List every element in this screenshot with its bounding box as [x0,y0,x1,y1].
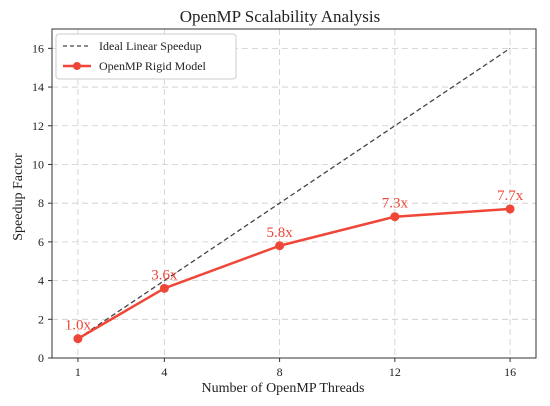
legend: Ideal Linear Speedup OpenMP Rigid Model [55,33,237,80]
series-rigid-point [390,212,400,222]
x-tick-label: 4 [161,365,167,379]
data-label: 3.6x [151,267,178,283]
legend-rigid-label: OpenMP Rigid Model [99,59,207,73]
series-rigid-point [73,334,83,344]
series-rigid-point [275,241,285,251]
x-tick-label: 8 [277,365,283,379]
y-tick-label: 2 [38,312,44,326]
data-label: 5.8x [266,225,293,241]
y-axis-label: Speedup Factor [11,153,26,241]
series-ideal-line [77,47,511,340]
y-tick-label: 8 [38,196,44,210]
plot-frame [51,28,537,359]
x-tick-label: 12 [389,365,401,379]
chart-title: OpenMP Scalability Analysis [180,7,381,26]
series-layer [73,47,515,344]
legend-ideal-label: Ideal Linear Speedup [99,39,202,53]
y-tick-label: 12 [32,119,44,133]
x-tick-label: 1 [75,365,81,379]
series-rigid-point [159,283,169,293]
x-tick-label: 16 [504,365,516,379]
y-tick-label: 0 [38,351,44,365]
y-tick-label: 14 [32,80,44,94]
y-tick-label: 10 [32,157,44,171]
y-tick-label: 6 [38,235,44,249]
x-axis: 1 4 8 12 16 [75,358,516,379]
data-label: 7.3x [382,196,409,212]
legend-rigid-marker [73,62,81,70]
series-rigid-point [505,204,515,214]
y-axis: 0 2 4 6 8 10 12 14 16 [32,41,52,365]
legend-box [55,33,237,80]
y-tick-label: 16 [32,41,44,55]
y-tick-label: 4 [38,274,44,288]
data-label: 7.7x [497,188,524,204]
data-label: 1.0x [65,318,92,334]
x-axis-label: Number of OpenMP Threads [202,381,365,396]
data-labels: 1.0x 3.6x 5.8x 7.3x 7.7x [65,188,524,334]
